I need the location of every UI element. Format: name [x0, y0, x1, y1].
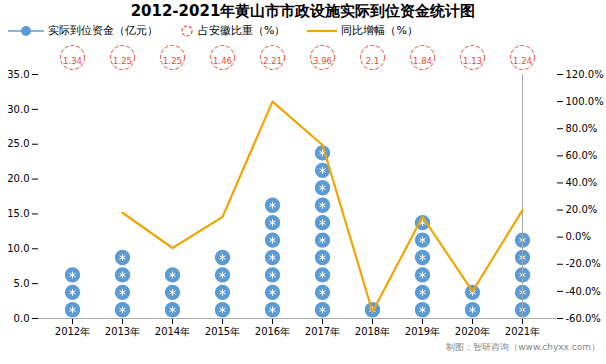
svg-text:10.0: 10.0	[7, 243, 29, 254]
svg-text:2021年: 2021年	[505, 326, 540, 337]
svg-text:30.0: 30.0	[7, 104, 29, 115]
svg-text:-60.0%: -60.0%	[566, 313, 601, 324]
svg-text:-40.0%: -40.0%	[566, 286, 601, 297]
svg-text:1.13: 1.13	[463, 56, 482, 66]
svg-text:2.1: 2.1	[366, 56, 380, 66]
svg-text:20.0%: 20.0%	[566, 204, 598, 215]
svg-text:-20.0%: -20.0%	[566, 258, 601, 269]
svg-text:120.0%: 120.0%	[566, 69, 604, 80]
svg-text:1.84: 1.84	[413, 56, 432, 66]
svg-text:80.0%: 80.0%	[566, 123, 598, 134]
html-text:同比增幅（%）: 同比增幅（%）	[341, 24, 418, 37]
svg-text:3.96: 3.96	[313, 56, 332, 66]
svg-text:1.25: 1.25	[113, 56, 132, 66]
svg-text:25.0: 25.0	[7, 138, 29, 149]
svg-text:60.0%: 60.0%	[566, 150, 598, 161]
html-text:制图：智研咨询（www.chyxx.com）: 制图：智研咨询（www.chyxx.com）	[446, 342, 600, 352]
svg-text:35.0: 35.0	[7, 69, 29, 80]
svg-text:2019年: 2019年	[405, 326, 440, 337]
svg-text:2020年: 2020年	[455, 326, 490, 337]
svg-text:0.0%: 0.0%	[566, 231, 591, 242]
svg-text:5.0: 5.0	[14, 278, 30, 289]
svg-text:1.25: 1.25	[163, 56, 182, 66]
html-text:实际到位资金（亿元）: 实际到位资金（亿元）	[48, 24, 158, 37]
svg-text:2015年: 2015年	[205, 326, 240, 337]
svg-text:0.0: 0.0	[14, 313, 30, 324]
html-text:2012-2021年黄山市市政设施实际到位资金统计图: 2012-2021年黄山市市政设施实际到位资金统计图	[130, 2, 476, 20]
svg-text:40.0%: 40.0%	[566, 177, 598, 188]
svg-text:1.24: 1.24	[513, 56, 532, 66]
html-text:占安徽比重（%）: 占安徽比重（%）	[198, 24, 286, 37]
svg-text:2018年: 2018年	[355, 326, 390, 337]
svg-text:1.34: 1.34	[63, 56, 82, 66]
svg-text:2013年: 2013年	[105, 326, 140, 337]
svg-text:2017年: 2017年	[305, 326, 340, 337]
svg-text:15.0: 15.0	[7, 208, 29, 219]
svg-text:2012年: 2012年	[55, 326, 90, 337]
svg-text:2014年: 2014年	[155, 326, 190, 337]
svg-text:2016年: 2016年	[255, 326, 290, 337]
svg-text:20.0: 20.0	[7, 173, 29, 184]
svg-text:2.21: 2.21	[263, 56, 282, 66]
svg-text:1.46: 1.46	[213, 56, 232, 66]
svg-text:100.0%: 100.0%	[566, 96, 604, 107]
